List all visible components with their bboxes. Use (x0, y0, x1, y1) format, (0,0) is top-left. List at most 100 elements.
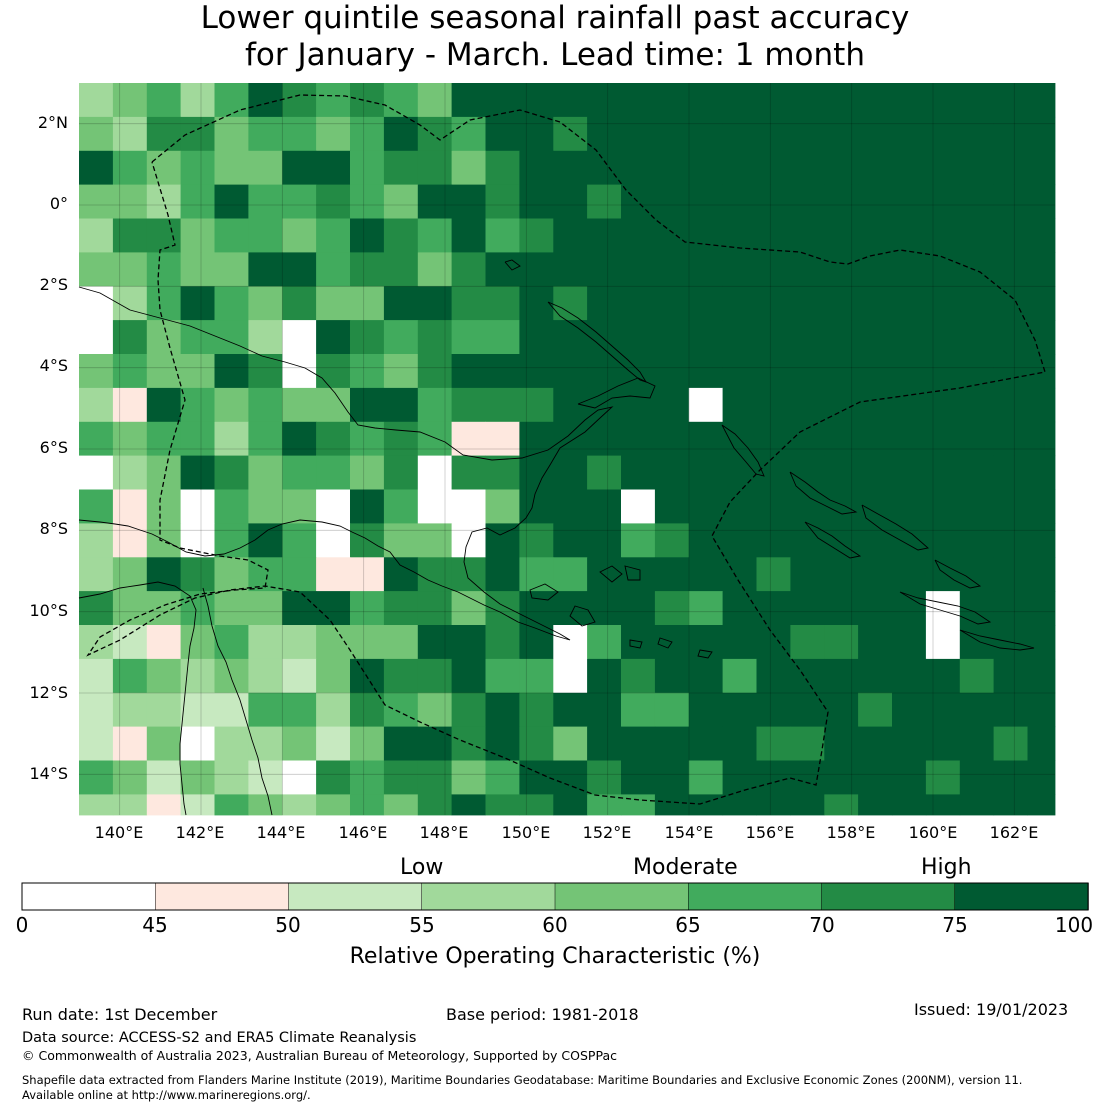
grid-cell (180, 150, 215, 186)
grid-cell (790, 726, 825, 761)
grid-cell (451, 184, 486, 219)
grid-cell (959, 658, 995, 694)
grid-cell (587, 692, 622, 728)
grid-cell (383, 794, 419, 816)
colorbar-tick-60: 60 (542, 913, 568, 937)
grid-cell (790, 625, 825, 660)
grid-cell (756, 455, 791, 490)
grid-cell (350, 116, 385, 152)
grid-cell (621, 591, 656, 626)
grid-cell (248, 218, 283, 253)
grid-cell (756, 557, 791, 592)
grid-cell (146, 794, 182, 816)
grid-cell (621, 184, 656, 219)
australia-coastline (78, 581, 197, 816)
grid-cell (553, 150, 588, 186)
grid-cell (79, 83, 114, 118)
grid-cell (282, 116, 317, 152)
grid-cell (587, 591, 622, 626)
grid-cell (214, 218, 249, 253)
grid-cell (790, 658, 825, 694)
grid-cell (180, 557, 215, 592)
lat-label-2s: 2°S (39, 275, 68, 294)
grid-cell (925, 387, 961, 423)
colorbar-tick-100: 100 (1054, 913, 1094, 937)
grid-cell (654, 320, 690, 355)
grid-cell (485, 557, 520, 592)
grid-cell (587, 184, 622, 219)
grid-cell (824, 523, 859, 558)
grid-cell (451, 489, 486, 524)
grid-cell (892, 489, 927, 524)
grid-cell (112, 760, 148, 795)
grid-cell (282, 320, 317, 355)
grid-cell (892, 184, 927, 219)
grid-cell (350, 252, 385, 287)
grid-cell (485, 794, 520, 816)
grid-cell (621, 320, 656, 355)
grid-cell (451, 455, 486, 490)
grid-cell (248, 692, 283, 728)
grid-cell (654, 692, 690, 728)
grid-cell (858, 489, 893, 524)
grid-cell (959, 320, 995, 355)
grid-cell (824, 252, 859, 287)
png-eez-boundary (86, 94, 1046, 805)
grid-cell (892, 421, 927, 457)
grid-cell (756, 523, 791, 558)
grid-cell (925, 354, 961, 389)
grid-cell (112, 523, 148, 558)
grid-cell (79, 421, 114, 457)
grid-cell (688, 421, 724, 457)
grid-cell (688, 760, 724, 795)
grid-cell (959, 184, 995, 219)
grid-cell (858, 794, 893, 816)
grid-cell (756, 218, 791, 253)
grid-cell (519, 150, 554, 186)
grid-cell (485, 625, 520, 660)
grid-cell (248, 150, 283, 186)
grid-cell (519, 760, 554, 795)
lat-label-12s: 12°S (29, 683, 68, 702)
grid-cell (959, 218, 995, 253)
lon-label-144e: 144°E (256, 823, 306, 842)
grid-cell (1027, 625, 1056, 660)
grid-cell (1027, 692, 1056, 728)
grid-cell (451, 591, 486, 626)
grid-cell (485, 692, 520, 728)
grid-cell (112, 387, 148, 423)
grid-cell (959, 150, 995, 186)
grid-cell (892, 286, 927, 321)
grid-cell (654, 421, 690, 457)
grid-cell (316, 760, 351, 795)
grid-cell (417, 523, 453, 558)
grid-cell (722, 354, 757, 389)
grid-cell (316, 692, 351, 728)
grid-cell (485, 116, 520, 152)
grid-cell (858, 692, 893, 728)
grid-cell (383, 523, 419, 558)
grid-cell (722, 591, 757, 626)
grid-cell (959, 83, 995, 118)
grid-cell (722, 455, 757, 490)
grid-cell (654, 726, 690, 761)
grid-cell (383, 692, 419, 728)
grid-cell (688, 218, 724, 253)
grid-cell (688, 252, 724, 287)
issued-date: Issued: 19/01/2023 (914, 1000, 1069, 1019)
grid-cell (553, 794, 588, 816)
grid-cell (383, 83, 419, 118)
grid-cell (756, 387, 791, 423)
grid-cell (248, 286, 283, 321)
grid-cell (587, 523, 622, 558)
grid-cell (858, 83, 893, 118)
grid-cell (892, 116, 927, 152)
lon-label-156e: 156°E (745, 823, 795, 842)
grid-cell (756, 354, 791, 389)
grid-cell (790, 692, 825, 728)
grid-cell (112, 83, 148, 118)
grid-cell (451, 83, 486, 118)
lat-label-8s: 8°S (39, 519, 68, 538)
grid-cell (858, 184, 893, 219)
grid-cell (858, 658, 893, 694)
